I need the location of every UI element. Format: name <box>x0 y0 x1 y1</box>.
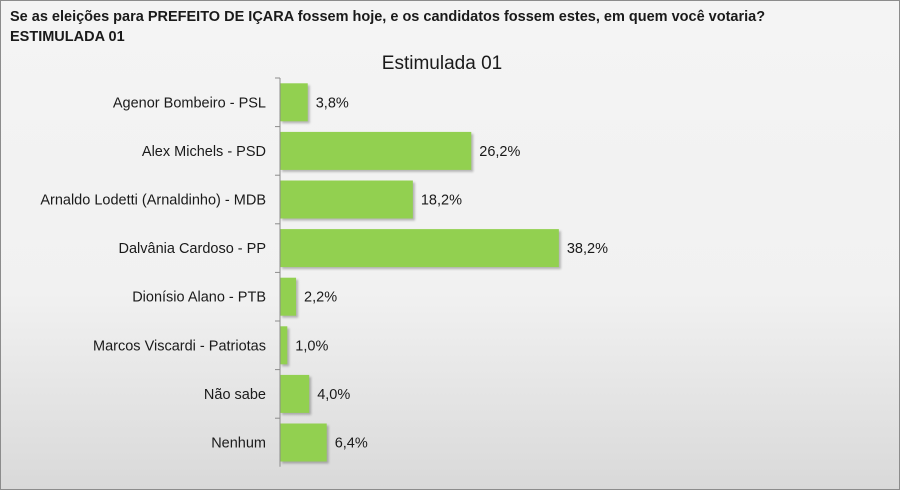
category-label: Marcos Viscardi - Patriotas <box>93 338 266 354</box>
category-label: Arnaldo Lodetti (Arnaldinho) - MDB <box>40 193 266 209</box>
value-label: 1,0% <box>295 338 328 354</box>
question-line-2: ESTIMULADA 01 <box>10 29 125 45</box>
value-label: 6,4% <box>335 436 368 452</box>
bar <box>280 326 288 365</box>
category-label: Nenhum <box>211 436 266 452</box>
bar <box>280 423 327 462</box>
category-label: Dalvânia Cardoso - PP <box>119 241 267 257</box>
bar <box>280 83 308 122</box>
value-label: 26,2% <box>479 144 520 160</box>
bar <box>280 180 413 219</box>
bar <box>280 229 559 268</box>
category-label: Dionísio Alano - PTB <box>132 290 266 306</box>
question-text: Se as eleições para PREFEITO DE IÇARA fo… <box>10 7 890 47</box>
bars-layer: Agenor Bombeiro - PSL 3,8% Alex Michels - … <box>40 77 608 462</box>
value-label: 3,8% <box>316 95 349 111</box>
value-label: 38,2% <box>567 241 608 257</box>
question-line-1: Se as eleições para PREFEITO DE IÇARA fo… <box>10 9 766 25</box>
category-label: Não sabe <box>204 387 266 403</box>
value-label: 18,2% <box>421 193 462 209</box>
category-label: Alex Michels - PSD <box>142 144 266 160</box>
bar <box>280 374 310 413</box>
value-label: 2,2% <box>304 290 337 306</box>
category-label: Agenor Bombeiro - PSL <box>113 95 266 111</box>
bar <box>280 131 472 170</box>
chart-title: Estimulada 01 <box>382 53 502 74</box>
value-label: 4,0% <box>317 387 350 403</box>
bar <box>280 277 297 316</box>
